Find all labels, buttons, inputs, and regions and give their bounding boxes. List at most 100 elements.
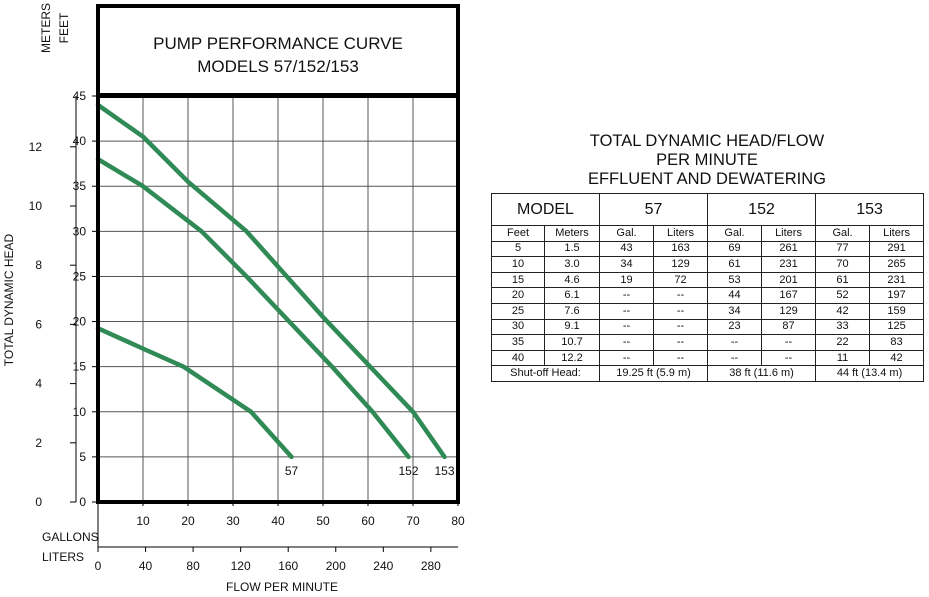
feet-tick-label: 10: [73, 405, 87, 419]
table-row: 10 3.0 34 129 61 231 70 265: [491, 256, 925, 273]
table-cell: 52: [815, 287, 871, 304]
gallons-unit-label: GALLONS: [42, 530, 99, 544]
table-cell: --: [599, 302, 654, 320]
table-row: 5 1.5 43 163 69 261 77 291: [491, 240, 925, 258]
header-model-57: 57: [598, 193, 709, 226]
feet-tick-label: 0: [79, 495, 86, 509]
liters-tick-label: 160: [278, 559, 298, 573]
table-cell: 40: [491, 349, 545, 367]
liters-tick-label: 200: [326, 559, 346, 573]
liters-tick-label: 120: [231, 559, 251, 573]
table-cell: --: [599, 318, 654, 336]
table-header-row: MODEL 57 152 153: [491, 193, 925, 226]
series-end-label-57: 57: [285, 464, 299, 478]
table-cell: --: [761, 349, 817, 367]
table-cell: 87: [761, 318, 817, 336]
liters-tick-label: 0: [95, 559, 102, 573]
subheader-cell: Liters: [869, 225, 925, 242]
series-line-57: [95, 326, 294, 460]
table-cell: --: [707, 334, 763, 351]
grid: [98, 96, 459, 502]
table-cell: 159: [869, 302, 925, 320]
table-cell: 265: [869, 256, 925, 273]
x-tick-label: 50: [316, 514, 330, 528]
feet-tick-label: 25: [73, 269, 87, 283]
shutoff-value: 38 ft (11.6 m): [707, 365, 817, 382]
table-cell: 231: [869, 271, 925, 289]
y-axis-title: TOTAL DYNAMIC HEAD: [2, 233, 16, 366]
x-tick-label: 20: [181, 514, 195, 528]
liters-tick-label: 240: [373, 559, 393, 573]
shutoff-label: Shut-off Head:: [491, 365, 600, 382]
title-box: [96, 4, 460, 97]
x-tick-label: 60: [361, 514, 375, 528]
x-tick-label: 10: [136, 514, 150, 528]
table-cell: 42: [869, 349, 925, 367]
table-cell: 20: [491, 287, 545, 304]
table-cell: 22: [815, 334, 871, 351]
feet-tick-label: 30: [73, 224, 87, 238]
chart-title-line-2: MODELS 57/152/153: [197, 57, 359, 76]
table-cell: 77: [815, 240, 871, 258]
subheader-cell: Gal.: [815, 225, 871, 242]
table-cell: 70: [815, 256, 871, 273]
table-shutoff-row: Shut-off Head: 19.25 ft (5.9 m) 38 ft (11.…: [491, 365, 925, 382]
liters-tick-label: 280: [421, 559, 441, 573]
shutoff-value: 19.25 ft (5.9 m): [598, 365, 709, 382]
table-cell: 83: [869, 334, 925, 351]
table-row: 25 7.6 -- -- 34 129 42 159: [491, 302, 925, 320]
meters-tick-label: 12: [29, 140, 43, 154]
table-cell: --: [599, 334, 654, 351]
table-cell: 69: [707, 240, 763, 258]
table-cell: 15: [491, 271, 545, 289]
liters-unit-label: LITERS: [42, 550, 84, 564]
header-model-152: 152: [707, 193, 817, 226]
subheader-cell: Meters: [544, 225, 600, 242]
meters-tick-label: 4: [35, 377, 42, 391]
feet-tick-label: 15: [73, 360, 87, 374]
series-end-label-153: 153: [434, 464, 454, 478]
table-cell: 1.5: [544, 240, 600, 258]
table-cell: 10.7: [544, 334, 600, 351]
chart-title-line-1: PUMP PERFORMANCE CURVE: [153, 34, 403, 53]
feet-tick-label: 5: [79, 450, 86, 464]
liters-tick-label: 40: [139, 559, 153, 573]
feet-tick-label: 40: [73, 134, 87, 148]
table-cell: --: [652, 302, 709, 320]
table-cell: 34: [707, 302, 763, 320]
meters-tick-label: 10: [29, 199, 43, 213]
series-lines: 57 152 153: [95, 102, 455, 478]
table-cell: 12.2: [544, 349, 600, 367]
table-cell: --: [599, 349, 654, 367]
table-cell: 23: [707, 318, 763, 336]
table-cell: 125: [869, 318, 925, 336]
table-row: 30 9.1 -- -- 23 87 33 125: [491, 318, 925, 336]
table-cell: 43: [599, 240, 654, 258]
table-cell: 129: [761, 302, 817, 320]
table-cell: 30: [491, 318, 545, 336]
table-cell: 9.1: [544, 318, 600, 336]
table-subheader-row: Feet Meters Gal. Liters Gal. Liters Gal. Liters: [491, 225, 925, 242]
x-tick-label: 30: [226, 514, 240, 528]
table-cell: 261: [761, 240, 817, 258]
table-cell: 7.6: [544, 302, 600, 320]
table-title-line-1: TOTAL DYNAMIC HEAD/FLOW: [589, 132, 825, 150]
table-cell: 34: [599, 256, 654, 273]
table-cell: 291: [869, 240, 925, 258]
table-cell: --: [652, 349, 709, 367]
table-title-line-2: PER MINUTE: [656, 151, 758, 169]
x-tick-label: 80: [451, 514, 465, 528]
meters-tick-label: 6: [35, 317, 42, 331]
table-cell: 25: [491, 302, 545, 320]
table-cell: --: [599, 287, 654, 304]
subheader-cell: Gal.: [599, 225, 654, 242]
table-cell: 35: [491, 334, 545, 351]
table-cell: 10: [491, 256, 545, 273]
table-row: 40 12.2 -- -- -- -- 11 42: [491, 349, 925, 367]
table-cell: 11: [815, 349, 871, 367]
table-cell: 44: [707, 287, 763, 304]
table-cell: --: [707, 349, 763, 367]
liters-tick-label: 80: [186, 559, 200, 573]
feet-tick-label: 20: [73, 315, 87, 329]
subheader-cell: Liters: [761, 225, 817, 242]
